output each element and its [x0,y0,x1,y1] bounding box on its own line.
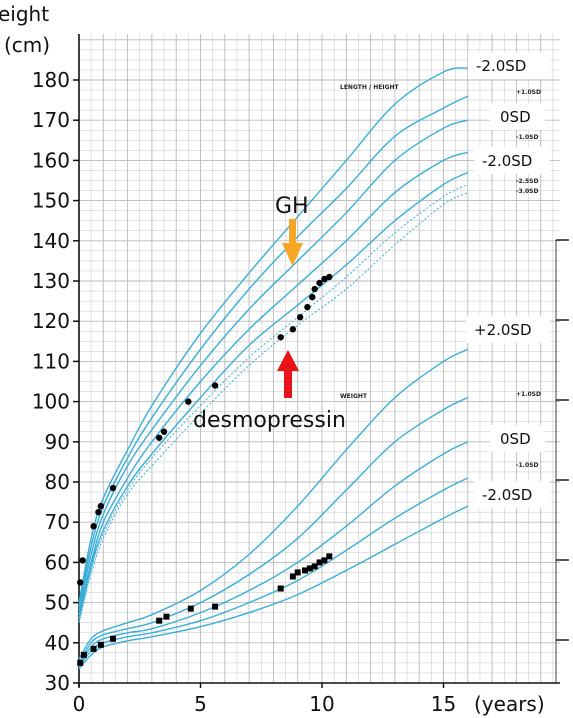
height-point [277,334,284,341]
sd-label-h-0: 0SD [500,108,531,126]
height-point [95,508,102,516]
weight-point [326,553,333,560]
sd-small-h-minus3: -3.0SD [516,188,538,195]
weight-point [294,569,301,576]
patient-data [77,273,333,666]
y-tick-label: 110 [32,349,70,373]
sd-label-w-plus2: +2.0SD [474,321,532,339]
y-axis-title-line1: eight [0,2,49,26]
y-tick-label: 70 [45,510,70,534]
y-tick-label: 50 [45,591,70,615]
weight-point [321,557,328,564]
y-tick-label: 40 [45,631,70,655]
weight-point [90,645,97,652]
weight-curve-0SD [78,441,469,666]
sd-box-h-0 [490,103,545,130]
sd-label-h-plus2: -2.0SD [476,57,526,75]
height-point [79,557,86,564]
y-tick-label: 100 [32,390,70,414]
height-point [155,434,163,441]
height-point [289,326,297,333]
x-tick-label: 15 [431,692,456,716]
weight-point [80,651,87,658]
height-curve-0SD [78,119,469,611]
weight-point [289,573,296,580]
weight-point [306,565,313,572]
annotation-desmopressin: desmopressin [193,408,346,433]
sd-small-w-minus1: -1.0SD [516,462,538,469]
weight-point [316,559,323,566]
x-tick-label: 5 [194,692,207,716]
y-tick-label: 30 [45,671,70,695]
y-tick-label: 120 [32,309,70,333]
sd-box-h-minus2 [474,147,550,174]
weight-point [163,613,170,620]
height-point [97,502,105,510]
x-tick-label: 0 [73,692,86,716]
y-tick-label: 150 [32,189,70,213]
sd-box-w-0 [490,425,545,452]
weight-point [97,641,104,648]
height-curve--20SD [78,171,469,619]
y-tick-label: 60 [45,550,70,574]
annotation-gh: GH [275,194,309,219]
weight-point [311,563,318,570]
weight-curve-+20SD [78,348,469,660]
desmopressin-arrow [277,350,299,398]
height-point [326,273,333,281]
height-point [77,579,84,586]
sd-small-h-minus1: -1.0SD [516,134,538,141]
sd-small-h-plus1: +1.0SD [516,89,541,96]
height-point [321,275,328,283]
chart-paper [76,30,573,688]
y-tick-label: 90 [45,430,70,454]
y-tick-label: 140 [32,229,70,253]
weight-point [77,659,84,666]
height-curve--30SD [78,192,469,623]
y-tick-label: 160 [32,148,70,172]
axes: 3040506070809010011012013014015016017018… [32,34,569,716]
y-tick-label: 170 [32,108,70,132]
y-axis-title-line2: (cm) [4,33,50,57]
sd-label-w-0: 0SD [500,430,531,448]
height-point [309,293,316,301]
sd-label-h-minus2: -2.0SD [482,152,532,170]
section-label-weight: WEIGHT [340,393,368,400]
height-point [211,382,219,389]
weight-point [187,605,194,612]
height-point [311,285,318,293]
sd-small-w-plus1: +1.0SD [516,391,541,398]
sd-small-h-minus25: -2.5SD [516,178,538,185]
height-point [185,398,192,405]
sd-label-w-minus2: -2.0SD [482,486,532,504]
gh-arrow [282,219,303,266]
sd-box-w-plus2 [466,316,550,343]
height-point [90,523,97,530]
x-axis-title: (years) [474,692,545,716]
y-tick-label: 180 [32,68,70,92]
height-point [316,279,323,287]
section-label-length: LENGTH / HEIGHT [340,84,400,91]
height-point [304,303,311,311]
y-tick-label: 80 [45,470,70,494]
weight-point [301,567,308,574]
sd-box-h-plus2 [468,52,550,79]
x-tick-label: 10 [309,692,334,716]
weight-point [277,585,284,592]
sd-box-w-minus2 [474,481,550,508]
height-curve--10SD [78,151,469,615]
height-point [160,428,168,435]
y-tick-label: 130 [32,269,70,293]
height-curve-+20SD [78,67,468,603]
weight-point [212,603,219,610]
height-point [296,313,304,321]
weight-point [156,617,163,624]
weight-curve-+10SD [78,396,469,664]
weight-point [110,635,117,642]
height-curve--25SD [78,184,469,621]
height-point [109,484,117,492]
